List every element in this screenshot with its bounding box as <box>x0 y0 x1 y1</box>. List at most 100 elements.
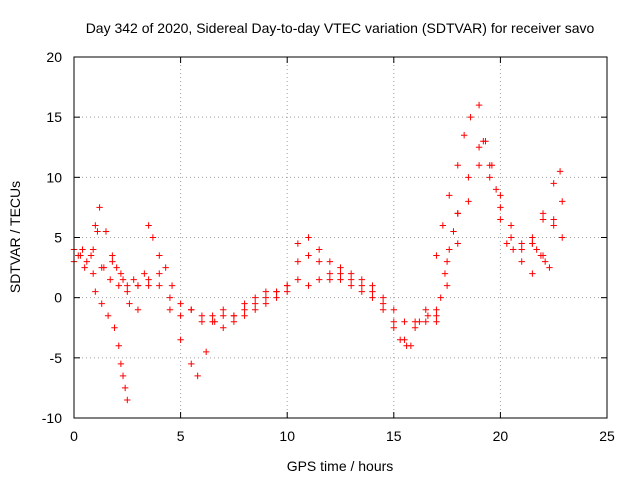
data-point <box>559 198 566 205</box>
data-point <box>497 204 504 211</box>
data-point <box>87 252 95 259</box>
data-point <box>252 300 259 307</box>
data-point <box>422 306 429 313</box>
data-point <box>518 240 525 247</box>
series-track-2 <box>70 138 566 380</box>
data-point <box>188 360 195 368</box>
data-point <box>305 252 312 259</box>
data-point <box>252 306 259 313</box>
data-point <box>284 282 291 289</box>
data-point <box>252 294 259 301</box>
series-track-3 <box>75 144 566 331</box>
data-point <box>358 276 366 283</box>
data-point <box>475 162 483 169</box>
y-tick-label: -5 <box>50 350 63 366</box>
data-point <box>96 204 103 211</box>
data-point <box>379 300 387 307</box>
data-point <box>209 312 216 319</box>
data-point <box>492 186 500 193</box>
y-tick-label: 0 <box>54 290 62 306</box>
data-point <box>273 288 280 295</box>
data-point <box>284 288 291 295</box>
data-point <box>390 318 397 325</box>
data-point <box>79 246 86 253</box>
series-track-5 <box>433 210 461 325</box>
data-point <box>529 270 536 277</box>
data-point <box>94 228 101 235</box>
data-point <box>220 312 227 319</box>
y-tick-label: 20 <box>46 49 62 65</box>
data-point <box>305 234 312 241</box>
data-point <box>497 192 504 199</box>
data-point <box>465 198 472 205</box>
data-point <box>220 306 227 313</box>
data-point <box>230 318 238 325</box>
data-point <box>439 222 447 229</box>
data-point <box>437 294 444 301</box>
data-point <box>326 258 334 265</box>
data-point <box>518 258 525 265</box>
data-point <box>424 312 432 319</box>
data-point <box>109 252 116 259</box>
x-tick-label: 15 <box>386 428 402 444</box>
data-point <box>241 312 248 319</box>
data-point <box>433 312 440 319</box>
data-point <box>326 276 334 283</box>
data-point <box>130 276 137 283</box>
data-point <box>460 132 468 139</box>
data-point <box>117 360 125 368</box>
data-point <box>113 264 120 271</box>
data-point <box>177 336 184 343</box>
data-point <box>537 252 545 259</box>
data-point <box>177 300 184 307</box>
data-point <box>294 240 302 247</box>
chart-title: Day 342 of 2020, Sidereal Day-to-day VTE… <box>86 20 595 36</box>
data-point <box>443 282 451 289</box>
data-point <box>347 276 355 283</box>
data-point <box>450 228 457 235</box>
data-point <box>369 282 376 289</box>
data-point <box>262 300 270 307</box>
data-point <box>443 258 451 265</box>
data-point <box>107 276 114 283</box>
data-point <box>168 282 176 289</box>
data-point <box>166 294 174 301</box>
data-point <box>134 306 142 313</box>
data-point <box>518 246 525 253</box>
data-point <box>467 113 474 121</box>
data-point <box>294 276 302 283</box>
data-point <box>533 246 540 253</box>
data-point <box>546 264 553 271</box>
data-point <box>117 270 125 277</box>
data-point <box>529 234 536 241</box>
data-point <box>369 294 376 301</box>
data-point <box>145 276 152 283</box>
data-point <box>81 264 88 271</box>
data-point <box>83 258 90 265</box>
data-point <box>109 258 116 265</box>
data-point <box>98 300 105 307</box>
data-point <box>315 246 323 253</box>
y-axis-label: SDTVAR / TECUs <box>7 181 23 293</box>
data-point <box>390 306 397 313</box>
data-point <box>124 288 131 295</box>
data-point <box>156 282 163 289</box>
data-point <box>433 318 440 325</box>
data-point <box>550 180 557 187</box>
data-point <box>220 324 227 331</box>
data-point <box>347 282 355 289</box>
x-axis-label: GPS time / hours <box>287 458 394 474</box>
x-tick-label: 0 <box>70 428 78 444</box>
data-point <box>337 276 344 283</box>
data-point <box>141 270 148 277</box>
data-point <box>416 318 423 325</box>
data-point <box>75 252 82 259</box>
data-point <box>379 306 387 313</box>
data-point <box>145 282 152 289</box>
data-point <box>166 306 174 313</box>
data-point <box>92 288 99 295</box>
series-track-6 <box>529 240 553 271</box>
data-point <box>337 270 344 277</box>
data-point <box>104 312 112 319</box>
data-point <box>315 258 323 265</box>
